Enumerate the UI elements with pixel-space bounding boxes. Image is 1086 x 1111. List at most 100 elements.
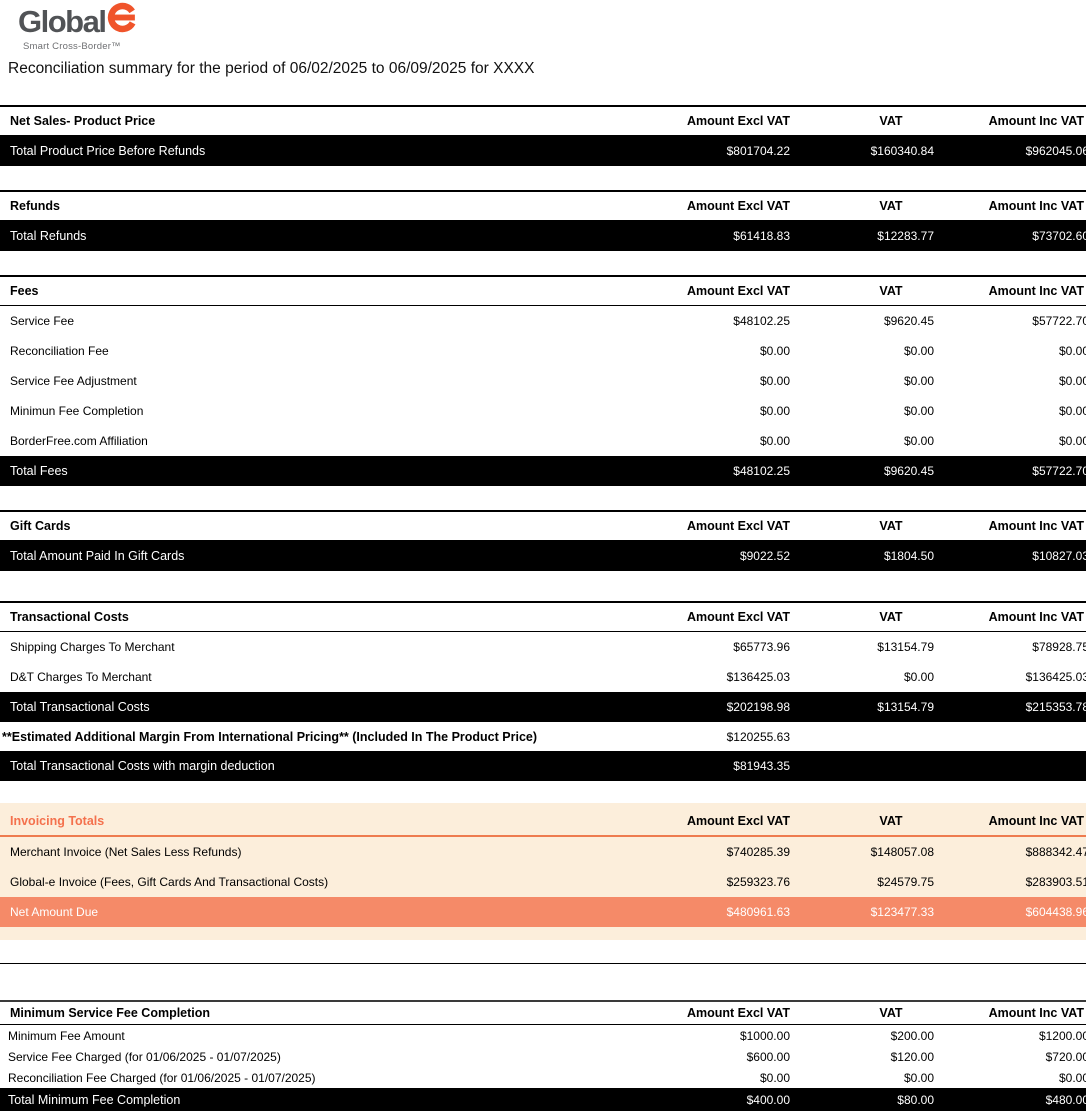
- row-value: $24579.75: [877, 875, 934, 889]
- row-value: $0.00: [903, 374, 934, 388]
- column-header: Amount Inc VAT: [988, 610, 1084, 624]
- table-transactional-costs: Transactional Costs Amount Excl VAT VAT Amo…: [0, 601, 1086, 781]
- globale-logo: Global Smart Cross-Border™: [0, 0, 1086, 52]
- row-value: $480961.63: [726, 905, 790, 919]
- row-value: $9620.45: [883, 464, 934, 478]
- row-label: Reconciliation Fee Charged (for 01/06/20…: [8, 1070, 316, 1085]
- table-header-row: Fees Amount Excl VAT VAT Amount Inc VAT: [0, 277, 1086, 306]
- column-header: VAT: [879, 1006, 903, 1020]
- row-value: $0.00: [903, 404, 934, 418]
- row-value: $801704.22: [726, 144, 790, 158]
- row-label: Net Amount Due: [10, 905, 99, 919]
- row-value: $888342.47: [1025, 845, 1086, 859]
- row-value: $48102.25: [733, 464, 790, 478]
- row-label: Total Transactional Costs: [10, 700, 150, 714]
- row-value: $65773.96: [733, 640, 790, 654]
- net-sales-table: Net Sales- Product Price Amount Excl VAT V…: [0, 107, 1086, 166]
- table-net-sales: Net Sales- Product Price Amount Excl VAT V…: [0, 105, 1086, 166]
- row-value: $0.00: [1058, 1070, 1086, 1085]
- section-divider: [0, 963, 1086, 964]
- row-value: $200.00: [890, 1028, 934, 1043]
- row-value: $0.00: [759, 434, 790, 448]
- row-value: $215353.78: [1025, 700, 1086, 714]
- logo-e-icon: [106, 1, 139, 39]
- row-value: $0.00: [759, 404, 790, 418]
- row-label: Shipping Charges To Merchant: [10, 640, 175, 654]
- row-value: $283903.51: [1025, 875, 1086, 889]
- table-row: Net Amount Due $480961.63 $123477.33 $60443…: [0, 897, 1086, 927]
- row-value: $0.00: [903, 434, 934, 448]
- row-label: Global-e Invoice (Fees, Gift Cards And T…: [10, 875, 329, 889]
- row-label: Total Amount Paid In Gift Cards: [10, 549, 185, 563]
- column-header: Amount Excl VAT: [686, 814, 790, 828]
- row-value: $80.00: [897, 1092, 934, 1107]
- row-label: Total Refunds: [10, 229, 87, 243]
- column-header: VAT: [879, 519, 903, 533]
- row-label: **Estimated Additional Margin From Inter…: [2, 729, 538, 744]
- column-header: Amount Excl VAT: [686, 284, 790, 298]
- row-value: $740285.39: [726, 845, 790, 859]
- column-header: Amount Excl VAT: [686, 610, 790, 624]
- column-header: VAT: [879, 610, 903, 624]
- column-header: Amount Inc VAT: [988, 814, 1084, 828]
- row-value: $1000.00: [739, 1028, 790, 1043]
- column-header: Amount Excl VAT: [686, 519, 790, 533]
- column-header: Amount Inc VAT: [988, 284, 1084, 298]
- row-value: $13154.79: [877, 700, 934, 714]
- row-value: $0.00: [1058, 434, 1086, 448]
- table-refunds: Refunds Amount Excl VAT VAT Amount Inc VAT T…: [0, 190, 1086, 251]
- table-header-row: Minimum Service Fee Completion Amount Exc…: [0, 1002, 1086, 1025]
- column-header: Amount Inc VAT: [988, 114, 1084, 128]
- fees-table: Fees Amount Excl VAT VAT Amount Inc VAT Serv…: [0, 277, 1086, 486]
- row-value: $120255.63: [726, 729, 790, 744]
- row-value: $78928.75: [1032, 640, 1086, 654]
- table-title: Gift Cards: [10, 519, 71, 533]
- table-row: Global-e Invoice (Fees, Gift Cards And T…: [0, 867, 1086, 897]
- row-value: $604438.96: [1025, 905, 1086, 919]
- row-value: $81943.35: [733, 759, 790, 773]
- row-value: $400.00: [746, 1092, 790, 1107]
- row-value: $720.00: [1045, 1049, 1086, 1064]
- row-value: $136425.03: [726, 670, 790, 684]
- table-row: Service Fee $48102.25 $9620.45 $57722.70: [0, 306, 1086, 337]
- row-value: [941, 751, 1086, 781]
- row-label: D&T Charges To Merchant: [10, 670, 152, 684]
- table-fees: Fees Amount Excl VAT VAT Amount Inc VAT Serv…: [0, 275, 1086, 486]
- table-invoicing-totals: Invoicing Totals Amount Excl VAT VAT Amount…: [0, 803, 1086, 940]
- row-value: $962045.06: [1025, 144, 1086, 158]
- row-value: $1200.00: [1038, 1028, 1086, 1043]
- row-value: $148057.08: [870, 845, 934, 859]
- logo-tagline: Smart Cross-Border™: [23, 41, 121, 52]
- row-value: $12283.77: [877, 229, 934, 243]
- row-value: $9620.45: [883, 314, 934, 328]
- table-row: Reconciliation Fee $0.00 $0.00 $0.00: [0, 336, 1086, 366]
- table-row: Minimun Fee Completion $0.00 $0.00 $0.00: [0, 396, 1086, 426]
- row-label: Total Fees: [10, 464, 68, 478]
- column-header: VAT: [879, 814, 903, 828]
- column-header: VAT: [879, 199, 903, 213]
- table-header-row: Gift Cards Amount Excl VAT VAT Amount Inc V…: [0, 512, 1086, 541]
- row-label: Total Product Price Before Refunds: [10, 144, 206, 158]
- table-row: D&T Charges To Merchant $136425.03 $0.00 $1…: [0, 662, 1086, 692]
- column-header: Amount Inc VAT: [988, 1006, 1084, 1020]
- row-value: $9022.52: [739, 549, 790, 563]
- table-row: Service Fee Adjustment $0.00 $0.00 $0.00: [0, 366, 1086, 396]
- table-row: Total Fees $48102.25 $9620.45 $57722.70: [0, 456, 1086, 486]
- table-title: Refunds: [10, 199, 60, 213]
- table-row: Service Fee Charged (for 01/06/2025 - 01…: [0, 1046, 1086, 1067]
- row-value: $136425.03: [1025, 670, 1086, 684]
- column-header: VAT: [879, 114, 903, 128]
- table-title: Fees: [10, 284, 39, 298]
- row-value: $0.00: [759, 1070, 790, 1085]
- row-value: $0.00: [903, 670, 934, 684]
- row-value: $10827.03: [1032, 549, 1086, 563]
- row-value: $120.00: [890, 1049, 934, 1064]
- row-value: $160340.84: [870, 144, 934, 158]
- row-value: $0.00: [759, 344, 790, 358]
- row-value: [798, 751, 941, 781]
- row-label: Reconciliation Fee: [10, 344, 109, 358]
- table-minimum-service-fee: Minimum Service Fee Completion Amount Exc…: [0, 1000, 1086, 1111]
- table-row: Total Transactional Costs with margin de…: [0, 751, 1086, 781]
- row-value: $0.00: [903, 1070, 934, 1085]
- row-value: $480.00: [1045, 1092, 1086, 1107]
